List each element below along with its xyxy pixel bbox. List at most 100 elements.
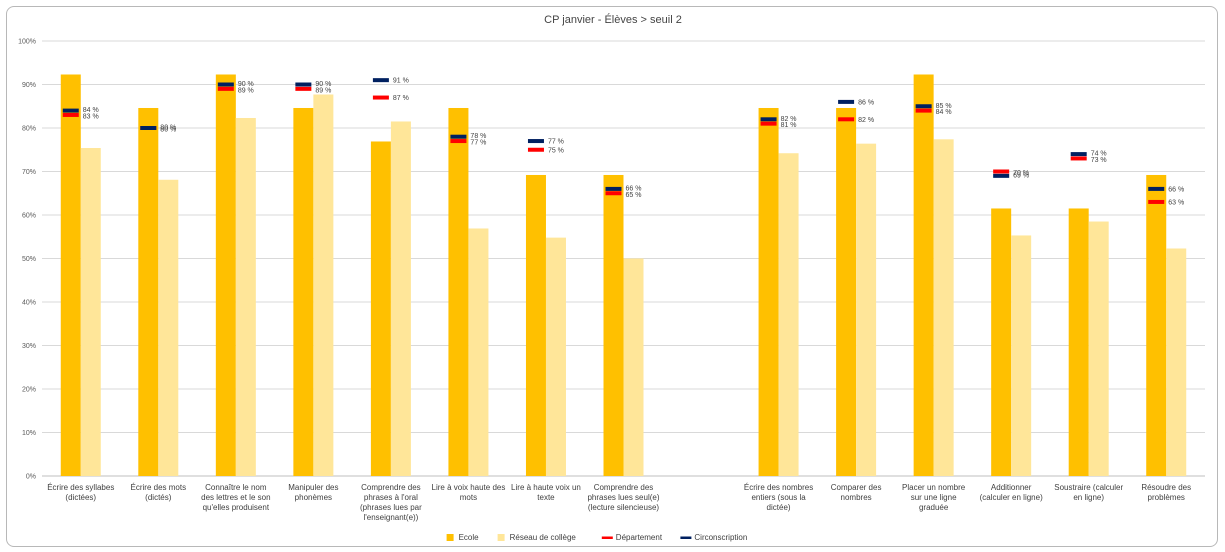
- data-label: 66 %: [626, 185, 642, 192]
- data-label: 86 %: [858, 99, 874, 106]
- bar-r-seau-de-coll-ge: [313, 94, 334, 476]
- chart-frame: CP janvier - Élèves > seuil 2 0% 10% 20% 30…: [6, 6, 1218, 547]
- category-label: Soustraire (calculer: [1054, 483, 1123, 492]
- data-label: 75 %: [548, 147, 564, 154]
- y-tick-label: 20%: [22, 387, 36, 394]
- bar-ecole: [758, 107, 779, 477]
- category-label: (dictées): [65, 493, 96, 502]
- category-label: des lettres et le son: [201, 493, 270, 502]
- marker-département: [605, 191, 622, 196]
- y-tick-label: 90%: [22, 82, 36, 89]
- y-tick-label: 50%: [22, 256, 36, 263]
- markers-layer: 83 %84 %80 %80 %89 %90 %89 %90 %87 %91 %…: [62, 78, 1184, 206]
- data-label: 80 %: [160, 127, 176, 134]
- data-label: 69 %: [1013, 172, 1029, 179]
- marker-circonscription: [295, 82, 312, 87]
- y-tick-label: 10%: [22, 430, 36, 437]
- category-label: Écrire des syllabes: [47, 483, 114, 492]
- data-label: 81 %: [781, 122, 797, 129]
- y-tick-label: 40%: [22, 300, 36, 307]
- category-label: graduée: [919, 503, 949, 512]
- data-label: 84 %: [83, 107, 99, 114]
- legend-label: Département: [616, 533, 663, 542]
- category-labels: Écrire des syllabes(dictées) Écrire des m…: [47, 483, 1191, 522]
- category-label: l'enseignant(e)): [363, 513, 418, 522]
- y-tick-label: 60%: [22, 213, 36, 220]
- bars-layer: [60, 74, 1187, 477]
- y-tick-label: 70%: [22, 169, 36, 176]
- data-label: 83 %: [83, 113, 99, 120]
- marker-circonscription: [915, 104, 932, 109]
- data-label: 89 %: [238, 87, 254, 94]
- marker-circonscription: [62, 108, 79, 113]
- bar-ecole: [836, 107, 857, 477]
- data-label: 90 %: [238, 81, 254, 88]
- marker-département: [1070, 156, 1087, 161]
- category-label: entiers (sous la: [751, 493, 806, 502]
- category-label: Résoudre des: [1141, 483, 1191, 492]
- category-label: Écrire des nombres: [744, 483, 813, 492]
- data-label: 77 %: [548, 139, 564, 146]
- marker-circonscription: [760, 117, 777, 122]
- bar-r-seau-de-coll-ge: [158, 179, 179, 476]
- category-label: sur une ligne: [911, 493, 957, 502]
- category-label: (dictés): [145, 493, 172, 502]
- marker-département: [838, 117, 855, 122]
- marker-département: [915, 108, 932, 113]
- data-label: 80 %: [160, 125, 176, 132]
- y-tick-label: 100%: [18, 39, 36, 46]
- category-label: (lecture silencieuse): [588, 503, 659, 512]
- legend-label: Réseau de collège: [510, 533, 577, 542]
- category-label: mots: [460, 493, 477, 502]
- marker-circonscription: [450, 134, 467, 139]
- category-label: nombres: [841, 493, 872, 502]
- bar-r-seau-de-coll-ge: [933, 139, 954, 476]
- data-label: 66 %: [1168, 186, 1184, 193]
- legend-swatch: [601, 536, 613, 539]
- marker-circonscription: [1070, 152, 1087, 157]
- marker-département: [372, 95, 389, 100]
- bar-ecole: [60, 74, 81, 477]
- bar-ecole: [138, 107, 159, 477]
- y-tick-label: 80%: [22, 126, 36, 133]
- category-label: dictée): [767, 503, 791, 512]
- category-label: phonèmes: [295, 493, 332, 502]
- category-label: (calculer en ligne): [980, 493, 1043, 502]
- category-label: Placer un nombre: [902, 483, 966, 492]
- data-label: 87 %: [393, 95, 409, 102]
- y-tick-label: 30%: [22, 343, 36, 350]
- y-tick-label: 0%: [26, 474, 36, 481]
- data-label: 89 %: [315, 87, 331, 94]
- marker-circonscription: [838, 99, 855, 104]
- data-label: 91 %: [393, 78, 409, 85]
- category-label: texte: [537, 493, 555, 502]
- marker-département: [1148, 199, 1165, 204]
- marker-département: [62, 112, 79, 117]
- bar-r-seau-de-coll-ge: [1088, 221, 1109, 476]
- data-label: 84 %: [936, 109, 952, 116]
- data-label: 82 %: [781, 116, 797, 123]
- category-label: en ligne): [1073, 493, 1104, 502]
- bar-ecole: [1068, 208, 1089, 476]
- marker-département: [295, 86, 312, 91]
- bar-r-seau-de-coll-ge: [80, 148, 101, 476]
- legend-label: Circonscription: [694, 533, 747, 542]
- data-label: 82 %: [858, 117, 874, 124]
- data-label: 78 %: [470, 133, 486, 140]
- bar-ecole: [215, 74, 236, 477]
- marker-circonscription: [217, 82, 234, 87]
- bar-ecole: [293, 107, 314, 477]
- data-label: 90 %: [315, 81, 331, 88]
- data-label: 85 %: [936, 103, 952, 110]
- marker-circonscription: [605, 186, 622, 191]
- bar-ecole: [525, 174, 546, 477]
- chart-title: CP janvier - Élèves > seuil 2: [544, 13, 682, 26]
- category-label: qu'elles produisent: [203, 503, 270, 512]
- data-label: 65 %: [626, 192, 642, 199]
- legend: Ecole Réseau de collège Département Circons…: [446, 533, 747, 542]
- marker-département: [450, 139, 467, 144]
- marker-circonscription: [140, 126, 157, 130]
- marker-département: [217, 86, 234, 91]
- data-label: 74 %: [1091, 151, 1107, 158]
- category-label: phrases à l'oral: [364, 493, 418, 502]
